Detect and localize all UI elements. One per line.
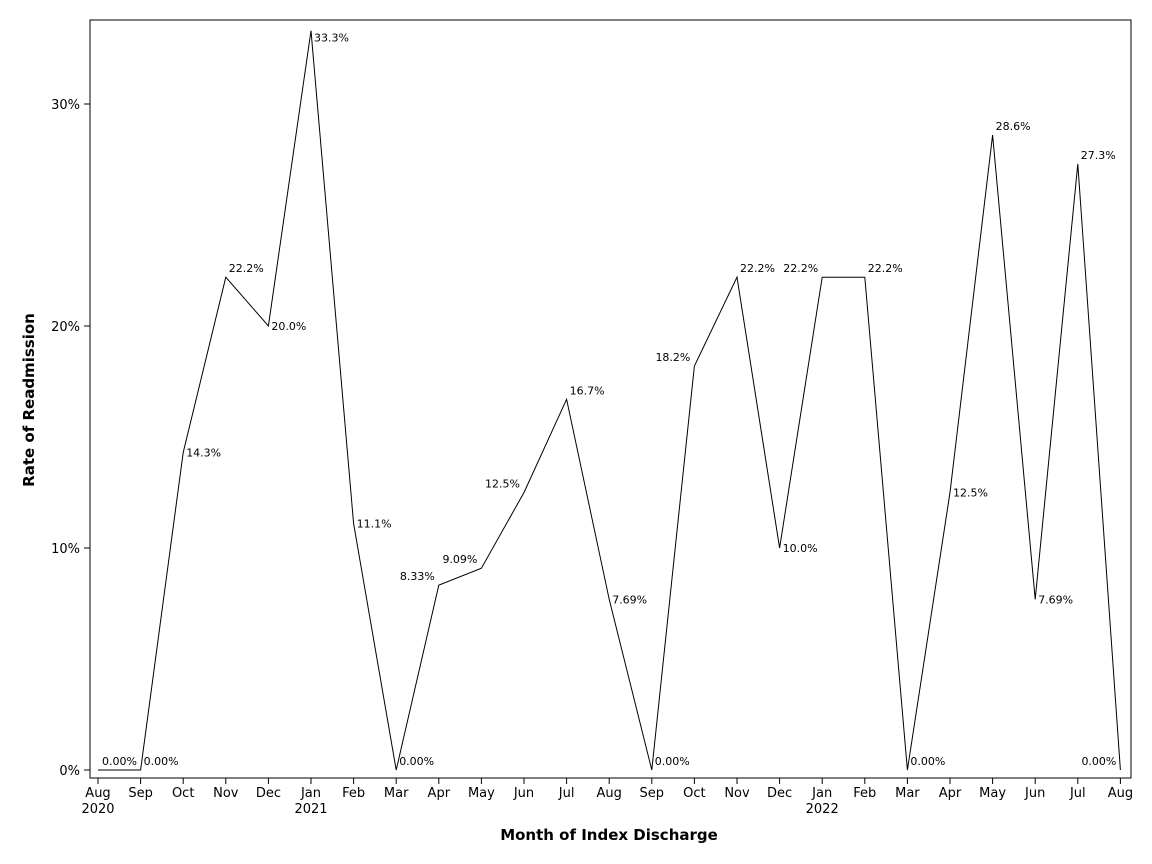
data-label: 18.2% (655, 351, 690, 364)
x-tick-label: Sep (128, 786, 153, 801)
x-tick-label: Aug (597, 786, 622, 801)
y-axis-title: Rate of Readmission (20, 313, 38, 487)
x-tick-label: Mar (895, 786, 920, 801)
x-tick-label: Nov (213, 786, 239, 801)
x-year-label: 2021 (294, 802, 327, 817)
data-label: 33.3% (314, 32, 349, 45)
data-label: 20.0% (271, 320, 306, 333)
data-label: 0.00% (144, 755, 179, 768)
x-tick-label: Aug (1108, 786, 1133, 801)
x-year-label: 2022 (806, 802, 839, 817)
x-tick-label: Dec (256, 786, 281, 801)
x-tick-label: Apr (428, 786, 451, 801)
y-tick-label: 0% (59, 764, 80, 779)
data-label: 7.69% (1038, 593, 1073, 606)
x-axis-title: Month of Index Discharge (500, 826, 718, 844)
data-label: 12.5% (953, 487, 988, 500)
data-label: 27.3% (1081, 149, 1116, 162)
data-label: 0.00% (1081, 755, 1116, 768)
data-label: 9.09% (442, 553, 477, 566)
y-tick-label: 20% (51, 320, 80, 335)
data-label: 28.6% (996, 120, 1031, 133)
data-label: 14.3% (186, 447, 221, 460)
x-tick-label: Jun (1024, 786, 1045, 801)
x-tick-label: May (979, 786, 1006, 801)
y-axis: 0% 10% 20% 30% (51, 98, 90, 779)
x-tick-label: Oct (172, 786, 194, 801)
x-axis: Aug Sep Oct Nov Dec Jan Feb Mar Apr May Jun Jul Aug S… (81, 778, 1133, 817)
x-tick-label: Jul (558, 786, 575, 801)
data-label: 22.2% (740, 262, 775, 275)
x-tick-label: Nov (724, 786, 750, 801)
data-label: 16.7% (570, 384, 605, 397)
readmission-rate-line (98, 30, 1121, 771)
data-label: 22.2% (229, 262, 264, 275)
data-label: 22.2% (868, 262, 903, 275)
x-tick-label: Mar (384, 786, 409, 801)
x-tick-label: Feb (342, 786, 365, 801)
data-label: 0.00% (399, 755, 434, 768)
x-tick-label: Aug (85, 786, 110, 801)
x-tick-label: Dec (767, 786, 792, 801)
x-tick-label: Jul (1069, 786, 1086, 801)
data-label: 0.00% (910, 755, 945, 768)
data-label: 8.33% (400, 570, 435, 583)
x-tick-label: Jun (513, 786, 534, 801)
y-tick-label: 10% (51, 542, 80, 557)
x-tick-label: Sep (640, 786, 665, 801)
y-tick-label: 30% (51, 98, 80, 113)
data-label: 12.5% (485, 478, 520, 491)
x-year-label: 2020 (81, 802, 114, 817)
data-labels: 0.00% 0.00% 14.3% 22.2% 20.0% 33.3% 11.1% 0.00%… (102, 32, 1116, 768)
data-label: 10.0% (783, 542, 818, 555)
data-label: 7.69% (612, 593, 647, 606)
plot-frame (89, 19, 1132, 779)
x-tick-label: May (468, 786, 495, 801)
data-label: 22.2% (783, 262, 818, 275)
data-label: 0.00% (102, 755, 137, 768)
x-tick-label: Jan (300, 786, 321, 801)
x-tick-label: Oct (683, 786, 705, 801)
x-tick-label: Feb (853, 786, 876, 801)
x-tick-label: Apr (939, 786, 962, 801)
x-tick-label: Jan (811, 786, 832, 801)
data-label: 11.1% (357, 518, 392, 531)
data-label: 0.00% (655, 755, 690, 768)
